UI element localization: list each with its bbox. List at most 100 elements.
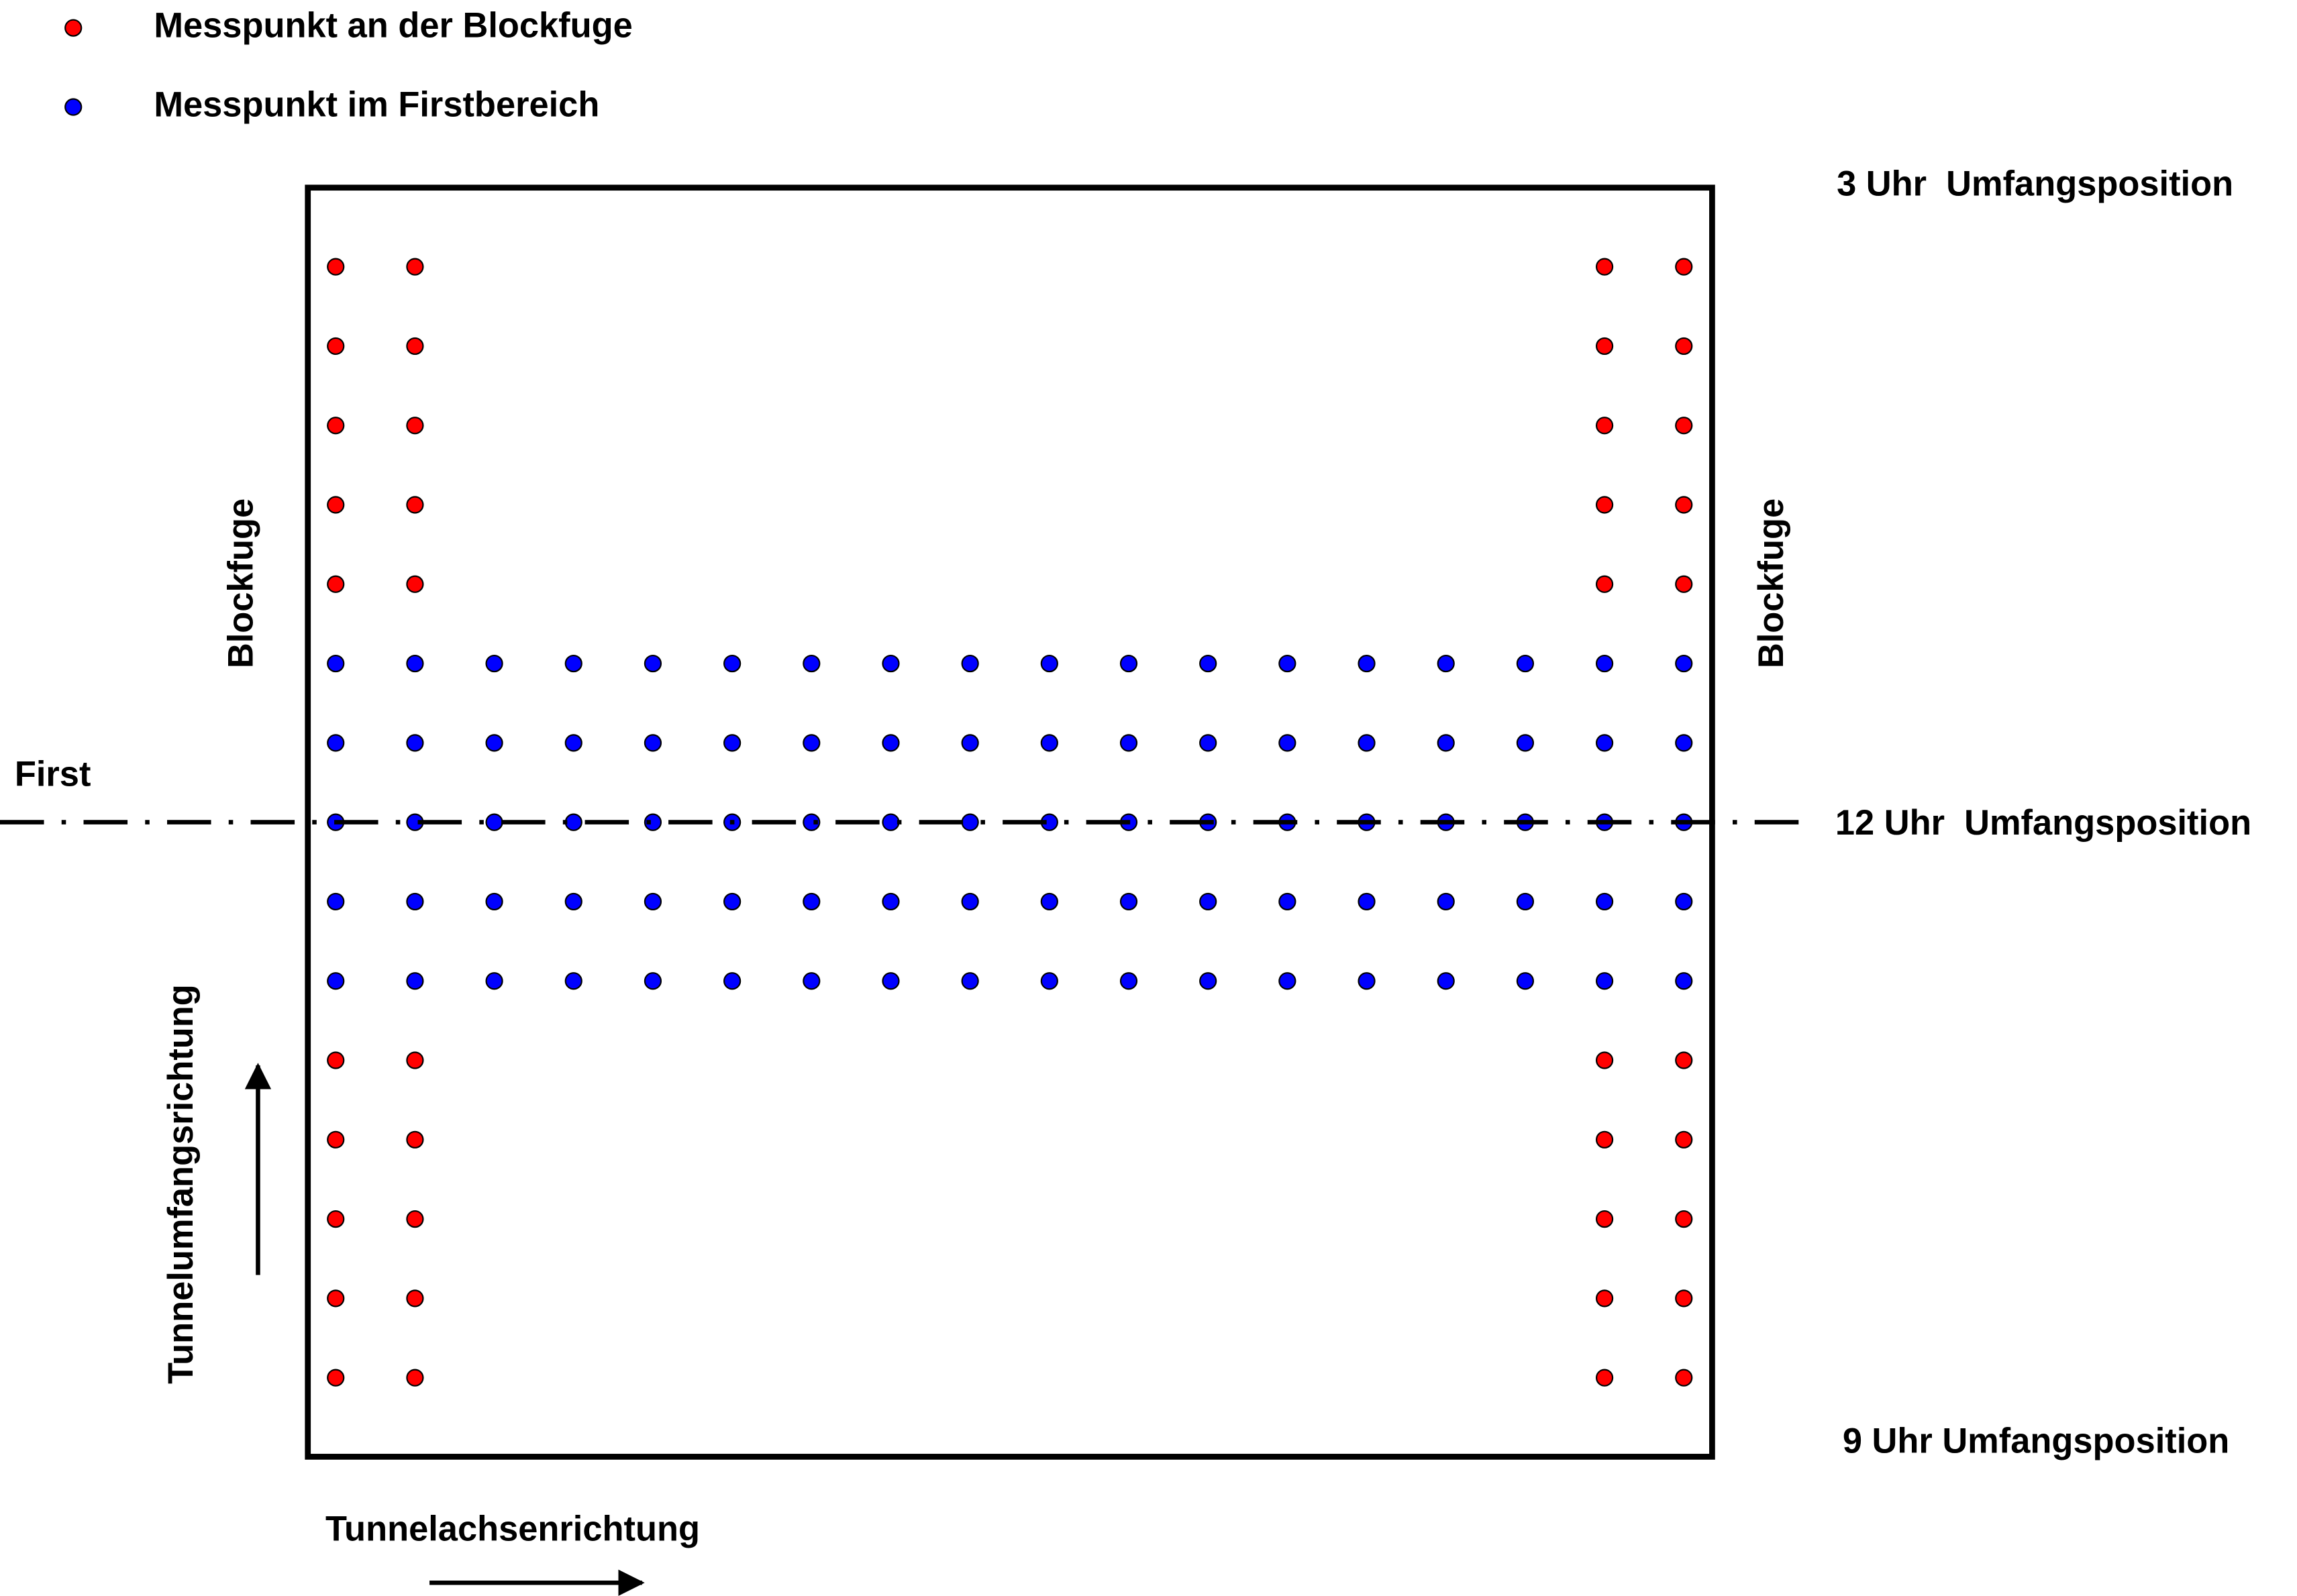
measuring-point-crown bbox=[1437, 734, 1455, 752]
measuring-point-crown bbox=[1358, 972, 1376, 990]
measuring-point-crown bbox=[485, 654, 503, 673]
measuring-point-crown bbox=[327, 654, 345, 673]
measuring-point-crown bbox=[882, 892, 900, 911]
measuring-point-crown bbox=[406, 734, 424, 752]
measuring-point-crown bbox=[1040, 892, 1058, 911]
measuring-point-crown bbox=[803, 972, 821, 990]
measuring-point-joint bbox=[1595, 1051, 1614, 1069]
measuring-point-crown bbox=[406, 972, 424, 990]
measuring-point-crown bbox=[1358, 734, 1376, 752]
measuring-point-joint bbox=[406, 496, 424, 514]
measuring-point-crown bbox=[961, 892, 979, 911]
measuring-point-crown bbox=[1278, 654, 1296, 673]
measuring-point-crown bbox=[803, 734, 821, 752]
measuring-point-crown bbox=[564, 972, 582, 990]
measuring-point-crown bbox=[1595, 734, 1614, 752]
measuring-point-crown bbox=[644, 654, 662, 673]
measuring-point-crown bbox=[644, 972, 662, 990]
measuring-point-joint bbox=[1675, 1369, 1693, 1387]
measuring-point-crown bbox=[1199, 892, 1217, 911]
measuring-point-crown bbox=[1516, 734, 1535, 752]
measuring-point-joint bbox=[327, 496, 345, 514]
measuring-point-joint bbox=[1595, 1289, 1614, 1308]
measuring-point-joint bbox=[1595, 1369, 1614, 1387]
measuring-point-joint bbox=[1595, 496, 1614, 514]
measuring-point-crown bbox=[1199, 654, 1217, 673]
measuring-point-crown bbox=[644, 734, 662, 752]
measuring-point-joint bbox=[1675, 1130, 1693, 1149]
direction-label: Tunnelachsenrichtung bbox=[325, 1510, 700, 1549]
measuring-point-joint bbox=[406, 1289, 424, 1308]
measuring-point-joint bbox=[327, 1289, 345, 1308]
measuring-point-crown bbox=[485, 734, 503, 752]
measuring-point-crown bbox=[1199, 734, 1217, 752]
measuring-point-crown bbox=[1516, 892, 1535, 911]
measuring-point-joint bbox=[406, 1369, 424, 1387]
measuring-point-crown bbox=[1595, 892, 1614, 911]
measuring-point-crown bbox=[564, 654, 582, 673]
measuring-point-joint bbox=[406, 417, 424, 435]
measuring-point-crown bbox=[1516, 654, 1535, 673]
measuring-point-crown bbox=[644, 892, 662, 911]
measuring-point-joint bbox=[1675, 496, 1693, 514]
measuring-point-joint bbox=[327, 258, 345, 276]
measuring-point-crown bbox=[803, 813, 821, 831]
measuring-point-joint bbox=[327, 575, 345, 593]
joint-label: Blockfuge bbox=[1752, 498, 1791, 668]
measuring-point-crown bbox=[1040, 654, 1058, 673]
measuring-point-joint bbox=[1595, 258, 1614, 276]
measuring-point-crown bbox=[882, 734, 900, 752]
measuring-point-crown bbox=[723, 654, 742, 673]
measuring-point-crown bbox=[1675, 734, 1693, 752]
measuring-point-joint bbox=[327, 1210, 345, 1228]
measuring-point-crown bbox=[485, 972, 503, 990]
legend-dot-blue bbox=[64, 98, 83, 116]
measuring-point-crown bbox=[961, 654, 979, 673]
measuring-point-crown bbox=[1119, 654, 1138, 673]
measuring-point-crown bbox=[1358, 892, 1376, 911]
measuring-point-crown bbox=[1199, 972, 1217, 990]
measuring-point-crown bbox=[1437, 654, 1455, 673]
measuring-point-crown bbox=[564, 734, 582, 752]
measuring-point-crown bbox=[485, 813, 503, 831]
measuring-point-joint bbox=[1675, 258, 1693, 276]
measuring-point-crown bbox=[1119, 892, 1138, 911]
measuring-point-joint bbox=[406, 1130, 424, 1149]
measuring-point-crown bbox=[327, 734, 345, 752]
measuring-point-crown bbox=[1675, 972, 1693, 990]
measuring-point-crown bbox=[1595, 654, 1614, 673]
measuring-point-joint bbox=[1675, 1051, 1693, 1069]
measuring-point-crown bbox=[961, 734, 979, 752]
legend-label: Messpunkt im Firstbereich bbox=[154, 85, 599, 124]
measuring-point-crown bbox=[1040, 972, 1058, 990]
measuring-point-joint bbox=[1595, 337, 1614, 356]
measuring-point-joint bbox=[406, 575, 424, 593]
measuring-point-crown bbox=[644, 813, 662, 831]
measuring-point-joint bbox=[327, 1130, 345, 1149]
measuring-point-joint bbox=[1675, 417, 1693, 435]
legend-label: Messpunkt an der Blockfuge bbox=[154, 6, 632, 45]
measuring-point-crown bbox=[723, 972, 742, 990]
crown-label: First bbox=[15, 755, 91, 794]
measuring-point-crown bbox=[564, 892, 582, 911]
measuring-point-joint bbox=[327, 417, 345, 435]
measuring-point-crown bbox=[327, 972, 345, 990]
measuring-point-joint bbox=[327, 1051, 345, 1069]
measuring-point-crown bbox=[723, 892, 742, 911]
position-label: 3 Uhr Umfangsposition bbox=[1837, 164, 2233, 203]
measuring-point-crown bbox=[1675, 654, 1693, 673]
measuring-point-crown bbox=[406, 654, 424, 673]
measuring-point-crown bbox=[1675, 892, 1693, 911]
measuring-point-crown bbox=[1278, 892, 1296, 911]
measuring-point-crown bbox=[803, 654, 821, 673]
measuring-point-joint bbox=[406, 1210, 424, 1228]
measuring-point-joint bbox=[1595, 575, 1614, 593]
measuring-point-crown bbox=[1516, 972, 1535, 990]
measuring-point-crown bbox=[564, 813, 582, 831]
measuring-point-crown bbox=[406, 892, 424, 911]
measuring-point-crown bbox=[882, 972, 900, 990]
measuring-point-joint bbox=[406, 337, 424, 356]
measuring-point-joint bbox=[1675, 575, 1693, 593]
